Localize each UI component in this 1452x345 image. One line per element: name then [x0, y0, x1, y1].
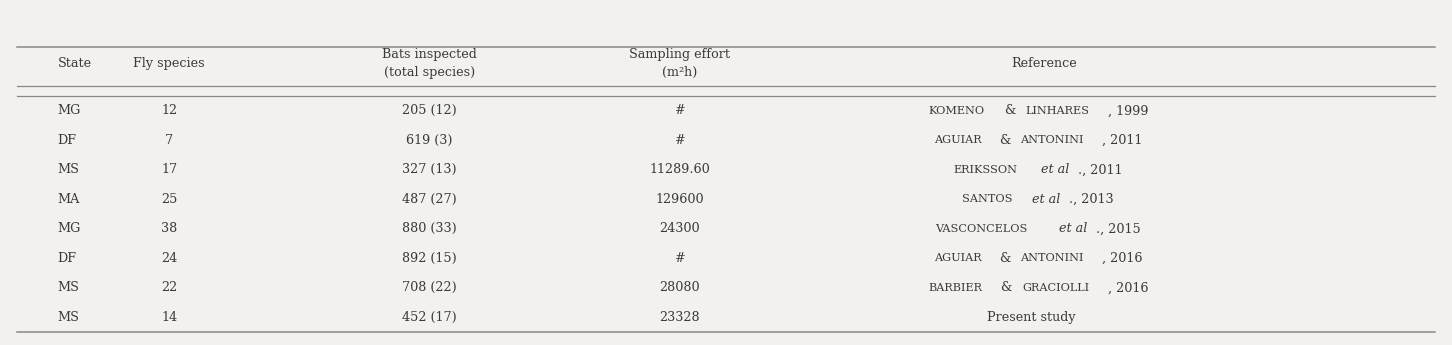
Text: MS: MS	[58, 163, 80, 176]
Text: Sampling effort
(m²h): Sampling effort (m²h)	[629, 48, 730, 79]
Text: Fly species: Fly species	[134, 57, 205, 70]
Text: LINHARES: LINHARES	[1025, 106, 1089, 116]
Text: , 2016: , 2016	[1102, 252, 1143, 265]
Text: 619 (3): 619 (3)	[407, 134, 453, 147]
Text: MG: MG	[58, 105, 81, 117]
Text: MG: MG	[58, 222, 81, 235]
Text: 892 (15): 892 (15)	[402, 252, 457, 265]
Text: &: &	[996, 134, 1015, 147]
Text: State: State	[58, 57, 91, 70]
Text: DF: DF	[58, 134, 77, 147]
Text: MS: MS	[58, 311, 80, 324]
Text: 708 (22): 708 (22)	[402, 281, 457, 294]
Text: et al: et al	[1032, 193, 1061, 206]
Text: et al: et al	[1041, 163, 1070, 176]
Text: MA: MA	[58, 193, 80, 206]
Text: Bats inspected
(total species): Bats inspected (total species)	[382, 48, 476, 79]
Text: ANTONINI: ANTONINI	[1021, 253, 1083, 263]
Text: , 2016: , 2016	[1108, 281, 1149, 294]
Text: , 2011: , 2011	[1102, 134, 1143, 147]
Text: GRACIOLLI: GRACIOLLI	[1022, 283, 1089, 293]
Text: 14: 14	[161, 311, 177, 324]
Text: 327 (13): 327 (13)	[402, 163, 457, 176]
Text: MS: MS	[58, 281, 80, 294]
Text: #: #	[674, 134, 685, 147]
Text: &: &	[996, 252, 1015, 265]
Text: AGUIAR: AGUIAR	[935, 253, 982, 263]
Text: 22: 22	[161, 281, 177, 294]
Text: 17: 17	[161, 163, 177, 176]
Text: DF: DF	[58, 252, 77, 265]
Text: 129600: 129600	[655, 193, 704, 206]
Text: BARBIER: BARBIER	[928, 283, 982, 293]
Text: 28080: 28080	[659, 281, 700, 294]
Text: 487 (27): 487 (27)	[402, 193, 457, 206]
Text: et al: et al	[1059, 222, 1088, 235]
Text: ., 2015: ., 2015	[1096, 222, 1140, 235]
Text: KOMENO: KOMENO	[929, 106, 984, 116]
Text: 205 (12): 205 (12)	[402, 105, 457, 117]
Text: &: &	[1000, 105, 1019, 117]
Text: Present study: Present study	[987, 311, 1076, 324]
Text: 452 (17): 452 (17)	[402, 311, 457, 324]
Text: #: #	[674, 105, 685, 117]
Text: 7: 7	[166, 134, 173, 147]
Text: 38: 38	[161, 222, 177, 235]
Text: 23328: 23328	[659, 311, 700, 324]
Text: ANTONINI: ANTONINI	[1021, 135, 1085, 145]
Text: 11289.60: 11289.60	[649, 163, 710, 176]
Text: 24: 24	[161, 252, 177, 265]
Text: VASCONCELOS: VASCONCELOS	[935, 224, 1028, 234]
Text: AGUIAR: AGUIAR	[935, 135, 982, 145]
Text: , 1999: , 1999	[1108, 105, 1149, 117]
Text: ERIKSSON: ERIKSSON	[954, 165, 1018, 175]
Text: Reference: Reference	[1012, 57, 1077, 70]
Text: SANTOS: SANTOS	[963, 194, 1013, 204]
Text: ., 2011: ., 2011	[1077, 163, 1122, 176]
Text: 24300: 24300	[659, 222, 700, 235]
Text: &: &	[998, 281, 1016, 294]
Text: #: #	[674, 252, 685, 265]
Text: 880 (33): 880 (33)	[402, 222, 457, 235]
Text: ., 2013: ., 2013	[1069, 193, 1114, 206]
Text: 25: 25	[161, 193, 177, 206]
Text: 12: 12	[161, 105, 177, 117]
